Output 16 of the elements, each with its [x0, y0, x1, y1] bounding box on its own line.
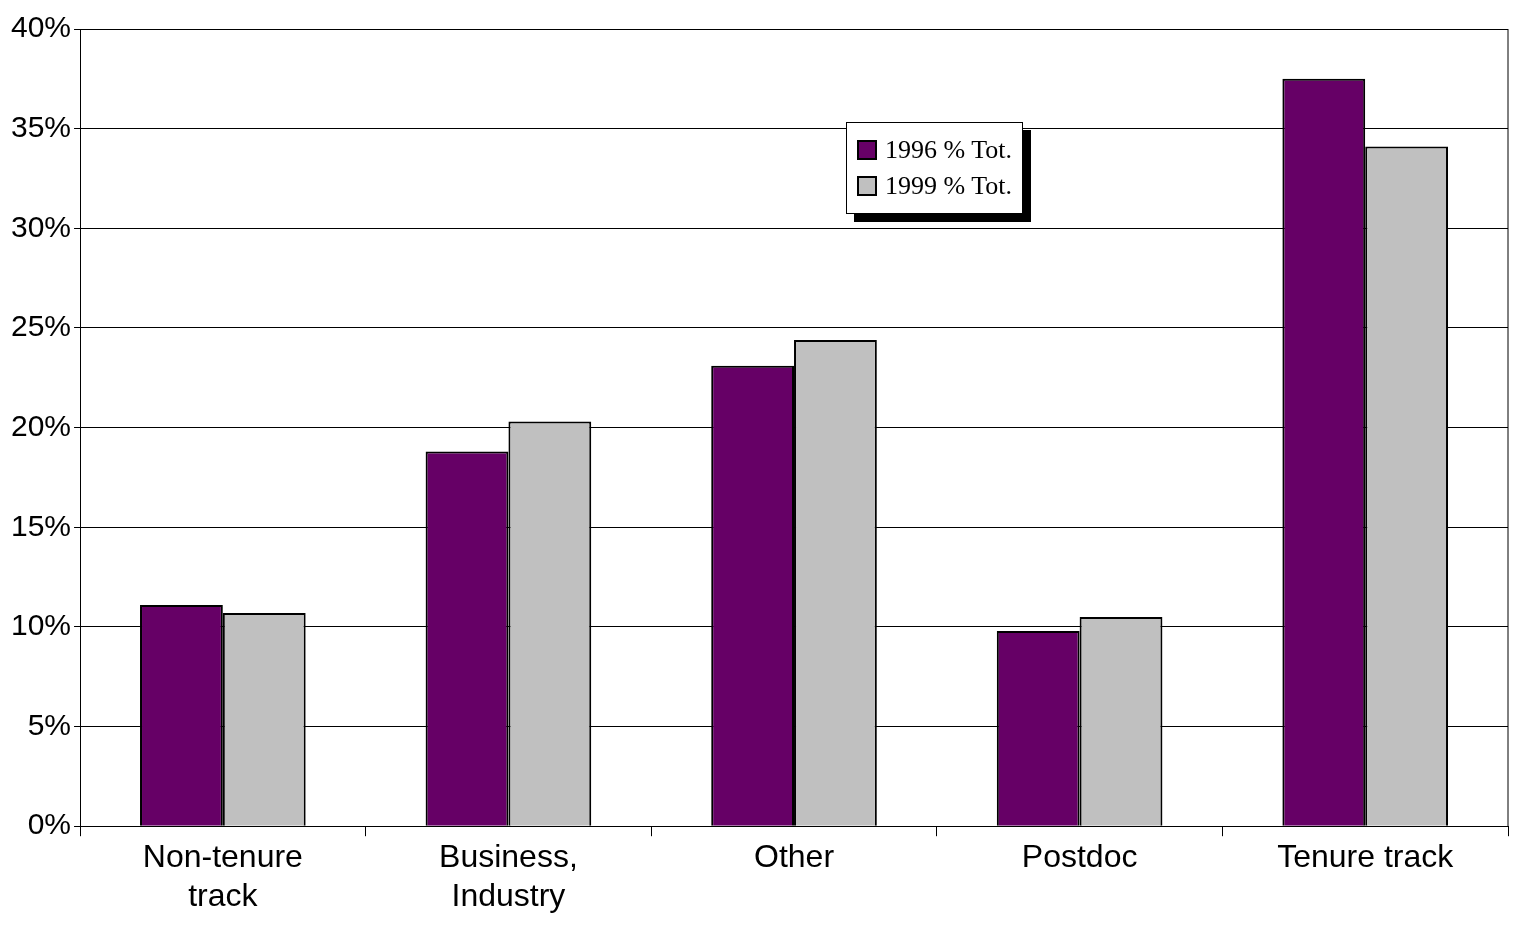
x-tick-label: Business, Industry — [439, 838, 578, 913]
x-tick-label: Non-tenure track — [142, 838, 303, 913]
x-tick-label: Other — [754, 838, 835, 875]
y-tick-label: 5% — [27, 707, 72, 741]
y-tick-label: 10% — [11, 608, 72, 642]
legend-label: 1999 % Tot. — [885, 171, 1012, 201]
x-tick-label: Tenure track — [1277, 838, 1455, 875]
y-tick-label: 0% — [27, 807, 72, 841]
y-tick-label: 20% — [11, 408, 72, 442]
legend-label: 1996 % Tot. — [885, 135, 1012, 165]
y-tick-label: 15% — [11, 508, 72, 542]
y-tick-label: 25% — [11, 309, 72, 343]
x-tick-label: Postdoc — [1021, 838, 1138, 875]
y-tick-label: 35% — [11, 109, 72, 143]
y-tick-label: 40% — [11, 10, 72, 44]
y-tick-label: 30% — [11, 209, 72, 243]
